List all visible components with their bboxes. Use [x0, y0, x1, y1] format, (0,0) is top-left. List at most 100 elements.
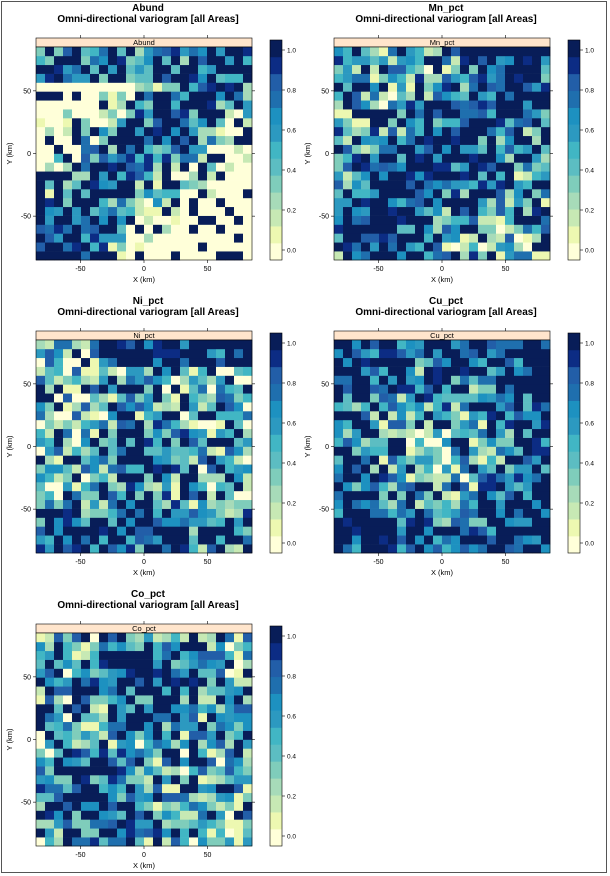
heatmap-cell [207, 783, 217, 794]
heatmap-cell [352, 153, 362, 163]
heatmap-cell [451, 419, 461, 430]
heatmap-cell [126, 100, 136, 110]
heatmap-cell [505, 499, 515, 509]
heatmap-cell [469, 118, 479, 128]
heatmap-cell [81, 828, 91, 838]
colorbar-band [270, 124, 282, 142]
heatmap-cell [505, 135, 515, 145]
heatmap-cell [532, 242, 542, 252]
heatmap-cell [54, 775, 64, 785]
heatmap-cell [532, 144, 542, 154]
heatmap-cell [189, 82, 199, 92]
heatmap-cell [505, 251, 515, 261]
heatmap-cell [225, 810, 235, 820]
heatmap-cell [406, 544, 416, 554]
heatmap-cell [144, 792, 154, 802]
heatmap-cell [352, 144, 362, 154]
heatmap-cell [45, 340, 55, 350]
heatmap-cell [90, 464, 100, 474]
heatmap-cell [189, 828, 199, 838]
heatmap-cell [523, 126, 533, 137]
heatmap-cell [460, 428, 470, 438]
heatmap-cell [108, 508, 118, 518]
heatmap-cell [198, 153, 208, 163]
heatmap-cell [343, 499, 353, 509]
heatmap-cell [180, 677, 190, 687]
heatmap-cell [523, 82, 533, 92]
heatmap-cell [388, 233, 398, 243]
heatmap-cell [153, 47, 163, 57]
heatmap-cell [117, 668, 127, 678]
heatmap-cell [343, 482, 353, 492]
heatmap-cell [45, 828, 55, 838]
heatmap-cell [352, 473, 362, 483]
heatmap-cell [523, 384, 533, 394]
heatmap-cell [343, 82, 353, 92]
heatmap-cell [45, 100, 55, 110]
heatmap-cell [415, 340, 425, 350]
heatmap-cell [180, 135, 190, 145]
heatmap-cell [45, 162, 55, 172]
heatmap-cell [90, 686, 100, 696]
heatmap-cell [171, 402, 181, 412]
heatmap-cell [162, 162, 172, 172]
heatmap-cell [162, 704, 172, 714]
heatmap-cell [180, 393, 190, 403]
heatmap-cell [388, 411, 398, 421]
heatmap-cell [189, 464, 199, 474]
colorbar-band [270, 642, 282, 661]
heatmap-cell [234, 233, 244, 243]
heatmap-cell [532, 251, 542, 261]
heatmap-cell [126, 82, 136, 92]
heatmap-cell [469, 366, 479, 376]
heatmap-cell [108, 757, 118, 767]
heatmap-cell [180, 828, 190, 838]
heatmap-cell [334, 162, 344, 172]
heatmap-cell [45, 686, 55, 696]
heatmap-cell [243, 641, 253, 652]
heatmap-cell [216, 91, 226, 101]
heatmap-cell [135, 757, 145, 767]
heatmap-cell [207, 677, 217, 687]
heatmap-cell [99, 499, 109, 509]
heatmap-cell [225, 535, 235, 545]
heatmap-cell [180, 490, 190, 501]
heatmap-cell [216, 464, 226, 474]
heatmap-cell [541, 526, 551, 536]
heatmap-cell [451, 490, 461, 501]
colorbar-tick-label: 0.8 [287, 380, 296, 387]
heatmap-cell [460, 340, 470, 350]
heatmap-cell [406, 197, 416, 208]
heatmap-cell [54, 82, 64, 92]
heatmap-cell [180, 197, 190, 208]
heatmap-cell [126, 118, 136, 128]
heatmap-cell [189, 473, 199, 483]
heatmap-cell [90, 180, 100, 190]
heatmap-cell [442, 47, 452, 57]
heatmap-cell [144, 810, 154, 820]
heatmap-cell [460, 82, 470, 92]
heatmap-cell [99, 757, 109, 767]
heatmap-cell [81, 393, 91, 403]
heatmap-cell [36, 153, 46, 163]
heatmap-cell [45, 704, 55, 714]
heatmap-cell [63, 828, 73, 838]
heatmap-cell [171, 55, 181, 66]
heatmap-cell [99, 197, 109, 208]
heatmap-cell [243, 704, 253, 714]
heatmap-cell [532, 455, 542, 465]
heatmap-cell [334, 535, 344, 545]
heatmap-cell [63, 526, 73, 536]
heatmap-cell [180, 402, 190, 412]
heatmap-cell [126, 419, 136, 430]
heatmap-cell [117, 464, 127, 474]
heatmap-cell [189, 135, 199, 145]
colorbar-band [270, 727, 282, 745]
heatmap-cell [243, 340, 253, 350]
heatmap-cell [415, 109, 425, 119]
heatmap-cell [352, 526, 362, 536]
heatmap-cell [406, 118, 416, 128]
heatmap-cell [45, 490, 55, 501]
heatmap-cell [45, 171, 55, 181]
